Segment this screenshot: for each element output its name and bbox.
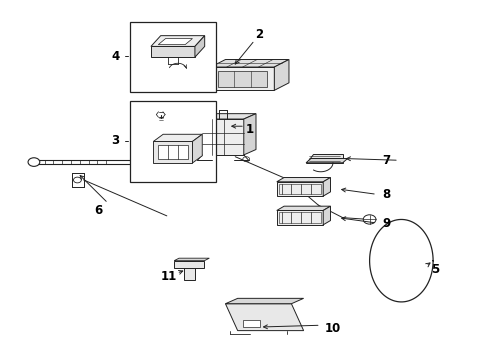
Polygon shape bbox=[202, 119, 244, 155]
Text: 1: 1 bbox=[246, 123, 254, 136]
Polygon shape bbox=[323, 206, 331, 225]
Polygon shape bbox=[277, 182, 323, 196]
Text: 10: 10 bbox=[325, 322, 341, 335]
Polygon shape bbox=[323, 177, 331, 196]
Polygon shape bbox=[277, 211, 323, 225]
Text: 11: 11 bbox=[161, 270, 177, 283]
Text: 6: 6 bbox=[94, 204, 102, 217]
Polygon shape bbox=[151, 36, 205, 46]
Polygon shape bbox=[151, 46, 195, 57]
Circle shape bbox=[243, 157, 249, 162]
Polygon shape bbox=[211, 59, 289, 67]
Polygon shape bbox=[158, 39, 193, 45]
Text: 2: 2 bbox=[256, 28, 264, 41]
Text: 8: 8 bbox=[383, 188, 391, 201]
Polygon shape bbox=[225, 304, 304, 330]
Polygon shape bbox=[277, 177, 331, 182]
Circle shape bbox=[186, 275, 192, 279]
Polygon shape bbox=[193, 134, 202, 163]
Text: 3: 3 bbox=[111, 134, 120, 147]
Polygon shape bbox=[211, 67, 274, 90]
Circle shape bbox=[204, 157, 211, 162]
Text: 7: 7 bbox=[383, 154, 391, 167]
Circle shape bbox=[278, 306, 286, 312]
Circle shape bbox=[184, 263, 188, 266]
Polygon shape bbox=[174, 258, 209, 261]
Polygon shape bbox=[277, 206, 331, 211]
Text: 9: 9 bbox=[383, 216, 391, 230]
Polygon shape bbox=[153, 141, 193, 163]
Polygon shape bbox=[158, 145, 188, 159]
Text: 5: 5 bbox=[431, 263, 440, 276]
Polygon shape bbox=[202, 114, 256, 119]
Polygon shape bbox=[184, 261, 195, 280]
Polygon shape bbox=[195, 36, 205, 57]
Bar bbox=[130, 22, 216, 92]
Text: 4: 4 bbox=[111, 50, 120, 63]
Bar bbox=[130, 101, 216, 182]
Polygon shape bbox=[306, 158, 347, 163]
Polygon shape bbox=[174, 261, 204, 268]
Polygon shape bbox=[274, 59, 289, 90]
Polygon shape bbox=[244, 114, 256, 155]
Polygon shape bbox=[225, 298, 304, 304]
Polygon shape bbox=[306, 154, 343, 163]
Polygon shape bbox=[243, 320, 260, 327]
Circle shape bbox=[231, 306, 239, 312]
Polygon shape bbox=[153, 134, 202, 141]
Circle shape bbox=[363, 215, 376, 224]
Circle shape bbox=[74, 177, 81, 183]
Circle shape bbox=[28, 158, 40, 166]
Polygon shape bbox=[218, 71, 267, 87]
